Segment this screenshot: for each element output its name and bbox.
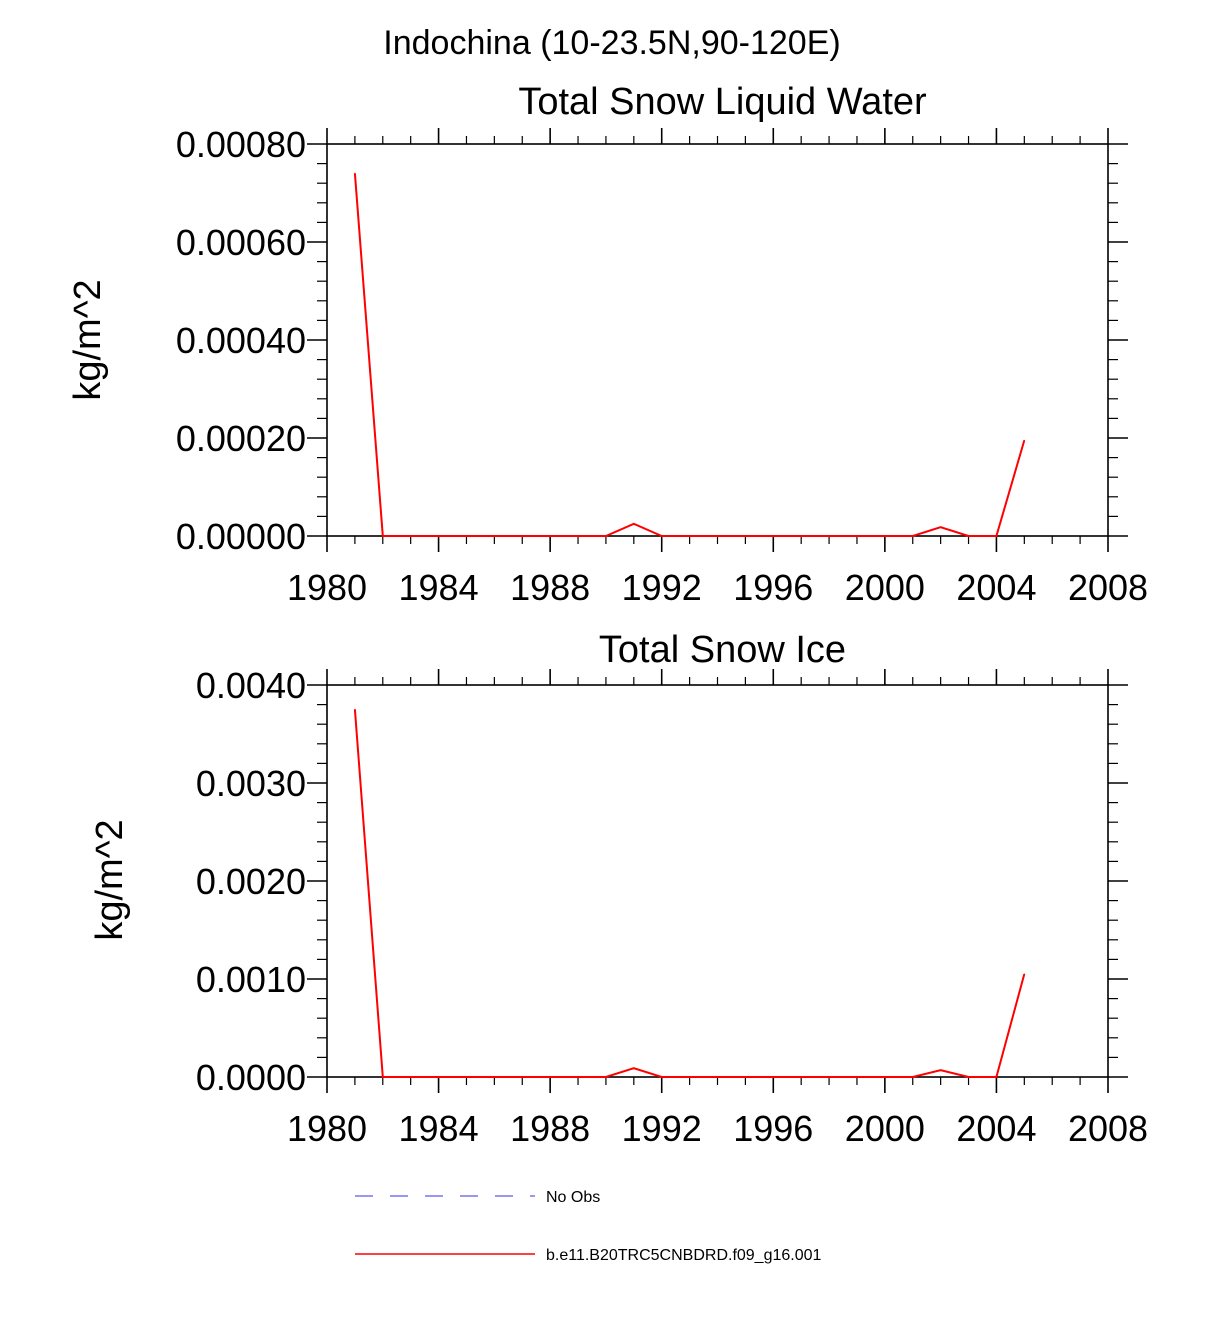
y-tick-label: 0.0000 [196, 1057, 306, 1098]
x-tick-label: 2008 [1068, 567, 1148, 608]
y-axis-label: kg/m^2 [89, 819, 131, 940]
data-point [716, 535, 719, 537]
data-point [410, 535, 412, 537]
series-line [353, 709, 1026, 1078]
data-point [661, 535, 663, 537]
data-point [800, 1076, 802, 1078]
legend-label: b.e11.B20TRC5CNBDRD.f09_g16.001 [546, 1247, 822, 1264]
chart-title: Total Snow Liquid Water [518, 81, 927, 123]
data-point [410, 1076, 412, 1078]
data-point [493, 1076, 495, 1078]
x-tick-label: 1980 [287, 1108, 367, 1149]
data-point [689, 1076, 691, 1078]
x-tick-label: 1988 [510, 1108, 590, 1149]
data-point [549, 535, 551, 537]
data-point [661, 1076, 663, 1078]
data-point [382, 1076, 384, 1078]
data-point [716, 1076, 719, 1078]
data-point [912, 535, 914, 537]
data-point [605, 535, 607, 537]
y-tick-label: 0.00060 [176, 222, 306, 263]
x-tick-label: 2004 [956, 1108, 1036, 1149]
data-point [437, 1076, 440, 1078]
data-point [633, 523, 635, 525]
x-tick-label: 1992 [622, 567, 702, 608]
data-point [995, 1076, 998, 1078]
data-point [940, 1069, 942, 1071]
data-point [884, 535, 886, 537]
y-tick-label: 0.00020 [176, 418, 306, 459]
data-point [633, 1067, 635, 1069]
data-point [967, 535, 970, 537]
x-tick-label: 1992 [622, 1108, 702, 1149]
y-tick-label: 0.00040 [176, 320, 306, 361]
data-point [493, 535, 495, 537]
plot-frame [326, 684, 1109, 1078]
data-point [549, 1076, 551, 1078]
x-tick-label: 2004 [956, 567, 1036, 608]
data-point [772, 1076, 774, 1078]
data-point [884, 1076, 886, 1078]
panel-total-snow-ice: Total Snow Ice kg/m^2 1980 1984 1988 1992 1996… [89, 629, 1148, 1149]
y-tick-label: 0.00000 [176, 516, 306, 557]
data-point [744, 1076, 746, 1078]
data-point [967, 1076, 970, 1078]
data-point [382, 535, 384, 537]
chart-title: Total Snow Ice [599, 629, 846, 671]
y-tick-label: 0.0020 [196, 861, 306, 902]
x-tick-label: 1988 [510, 567, 590, 608]
data-point [744, 535, 746, 537]
page-title: Indochina (10-23.5N,90-120E) [383, 24, 840, 62]
data-point [828, 1076, 830, 1078]
data-point [772, 535, 774, 537]
y-tick-label: 0.00080 [176, 124, 306, 165]
data-point [465, 535, 468, 537]
data-point [828, 535, 830, 537]
x-tick-label: 2008 [1068, 1108, 1148, 1149]
x-tick-label: 1996 [733, 1108, 813, 1149]
data-point [1023, 439, 1025, 442]
y-axis-label: kg/m^2 [67, 279, 109, 400]
x-tick-label: 2000 [845, 1108, 925, 1149]
plot-frame [326, 143, 1109, 537]
data-point [856, 535, 858, 537]
y-tick-label: 0.0010 [196, 959, 306, 1000]
data-point [354, 708, 356, 711]
legend-label: No Obs [546, 1189, 600, 1206]
legend: No Obs b.e11.B20TRC5CNBDRD.f09_g16.001 [355, 1189, 822, 1264]
x-tick-label: 1980 [287, 567, 367, 608]
x-tick-label: 1984 [399, 1108, 479, 1149]
data-point [605, 1076, 607, 1078]
x-tick-label: 1996 [733, 567, 813, 608]
data-point [912, 1076, 914, 1078]
data-point [577, 1076, 579, 1078]
data-point [521, 1076, 523, 1078]
data-point [995, 535, 998, 537]
x-tick-label: 1984 [399, 567, 479, 608]
panel-total-snow-liquid-water: Total Snow Liquid Water kg/m^2 1980 1984 198… [67, 81, 1148, 608]
data-point [521, 535, 523, 537]
data-point [465, 1076, 468, 1078]
data-point [940, 526, 942, 528]
data-point [577, 535, 579, 537]
x-tick-label: 2000 [845, 567, 925, 608]
data-point [856, 1076, 858, 1078]
data-point [437, 535, 440, 537]
y-tick-label: 0.0040 [196, 665, 306, 706]
data-point [800, 535, 802, 537]
data-point [1023, 973, 1025, 975]
data-point [354, 172, 356, 174]
data-point [689, 535, 691, 537]
y-tick-label: 0.0030 [196, 763, 306, 804]
series-line [353, 173, 1026, 537]
